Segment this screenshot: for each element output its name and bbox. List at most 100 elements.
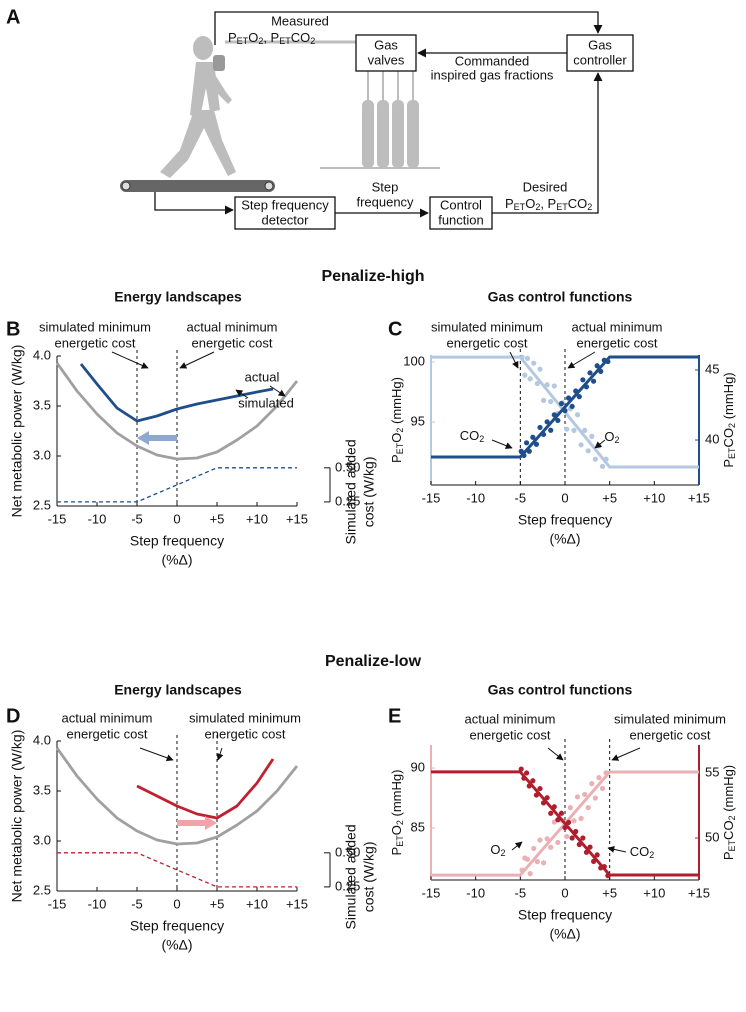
y2-tick-label: 50 — [705, 829, 719, 844]
point — [537, 837, 543, 843]
leader — [611, 747, 641, 761]
point — [530, 434, 536, 440]
annotation: actual minimum — [571, 319, 662, 334]
shift-arrow — [177, 816, 217, 830]
x-tick-label: +5 — [602, 490, 617, 505]
y2-tick-label: 0.50 — [335, 844, 360, 859]
y2-tick-label: 0.25 — [335, 493, 360, 508]
y-axis-label-part: P — [389, 847, 404, 856]
y-axis-label: Net metabolic power (W/kg) — [9, 345, 25, 518]
x-axis-label: Step frequency — [130, 533, 224, 549]
point — [580, 377, 586, 383]
x-tick-label: -5 — [131, 511, 143, 526]
y2-axis-label: Simulated added — [343, 439, 359, 544]
annotation-part: 2 — [649, 850, 654, 860]
box-label: Gas — [588, 37, 612, 52]
point — [569, 403, 575, 410]
gas-controller-box — [566, 34, 634, 72]
annotation: actual — [245, 369, 280, 384]
point — [531, 360, 537, 366]
point — [544, 382, 550, 388]
x-axis-label: (%Δ) — [161, 937, 192, 953]
y2-axis-label: cost (W/kg) — [361, 457, 377, 528]
x-tick-label: +15 — [286, 511, 308, 526]
label: Commanded — [455, 53, 529, 68]
label-part: O — [248, 30, 258, 45]
point — [544, 836, 550, 842]
label-part: ET — [279, 36, 291, 46]
x-axis-label: Step frequency — [130, 918, 224, 934]
annotation-part: 2 — [479, 434, 484, 444]
point — [567, 805, 573, 811]
panel-label: E — [388, 705, 401, 727]
label: PETO2, PETCO2 — [505, 196, 592, 212]
point — [587, 370, 593, 376]
y-tick-label: 3.0 — [33, 832, 51, 847]
label-part: CO — [291, 30, 311, 45]
y2-axis-label-part: CO — [721, 428, 736, 448]
panel-label: B — [6, 318, 20, 340]
y2-axis-label-part: 2 — [727, 423, 737, 428]
y-tick-label: 3.5 — [33, 397, 51, 412]
label: Desired — [523, 179, 568, 194]
y-axis-label-part: (mmHg) — [389, 377, 404, 428]
point — [592, 795, 598, 801]
x-tick-label: 0 — [561, 490, 568, 505]
y-tick-label: 4.0 — [33, 732, 51, 747]
x-tick-label: +5 — [602, 885, 617, 900]
annotation: O2 — [604, 429, 619, 445]
annotation: energetic cost — [470, 727, 551, 742]
point — [589, 781, 595, 787]
line — [431, 770, 699, 877]
x-tick-label: +15 — [688, 885, 710, 900]
diagram: A Gas valves Gas controller Step frequen… — [6, 6, 634, 230]
label-part: 2 — [258, 36, 263, 46]
point — [530, 778, 536, 784]
annotation-part: CO — [460, 428, 480, 443]
label-part: , P — [263, 30, 279, 45]
line — [57, 467, 297, 503]
point — [540, 860, 547, 866]
x-tick-label: -5 — [515, 490, 527, 505]
point — [548, 427, 554, 433]
line — [431, 355, 699, 459]
point — [599, 785, 606, 792]
annotation: actual minimum — [186, 319, 277, 334]
point — [571, 427, 577, 433]
annotation: simulated minimum — [614, 711, 726, 726]
point — [523, 770, 530, 776]
point — [555, 417, 561, 424]
label: Step — [372, 179, 399, 194]
y2-axis-label-part: (mmHg) — [721, 765, 736, 816]
point — [524, 856, 531, 862]
x-tick-label: +5 — [210, 511, 225, 526]
arrow-head — [137, 431, 149, 445]
point — [537, 424, 543, 431]
x-tick-label: -5 — [515, 885, 527, 900]
y-axis-label-part: ET — [395, 835, 405, 847]
point — [548, 398, 554, 405]
label-part: 2 — [587, 202, 592, 212]
point — [522, 372, 528, 378]
y-tick-label: 3.0 — [33, 447, 51, 462]
y2-axis-label: PETCO2 (mmHg) — [721, 372, 737, 467]
y-tick-label: 85 — [411, 819, 425, 834]
point — [578, 442, 584, 448]
roller — [121, 181, 131, 191]
label: Measured — [271, 13, 329, 28]
point — [580, 835, 586, 841]
y-axis-label: PETO2 (mmHg) — [389, 377, 405, 463]
point — [599, 463, 606, 469]
annotation: energetic cost — [630, 727, 711, 742]
x-tick-label: -5 — [131, 896, 143, 911]
x-tick-label: 0 — [173, 896, 180, 911]
label-part: , P — [540, 196, 556, 211]
label: frequency — [356, 194, 414, 209]
annotation: simulated minimum — [39, 319, 151, 334]
point — [524, 355, 531, 361]
point — [587, 844, 593, 850]
point — [582, 791, 588, 798]
arrow-head — [205, 816, 217, 830]
y2-tick-label: 0.50 — [335, 459, 360, 474]
roller — [264, 181, 274, 191]
